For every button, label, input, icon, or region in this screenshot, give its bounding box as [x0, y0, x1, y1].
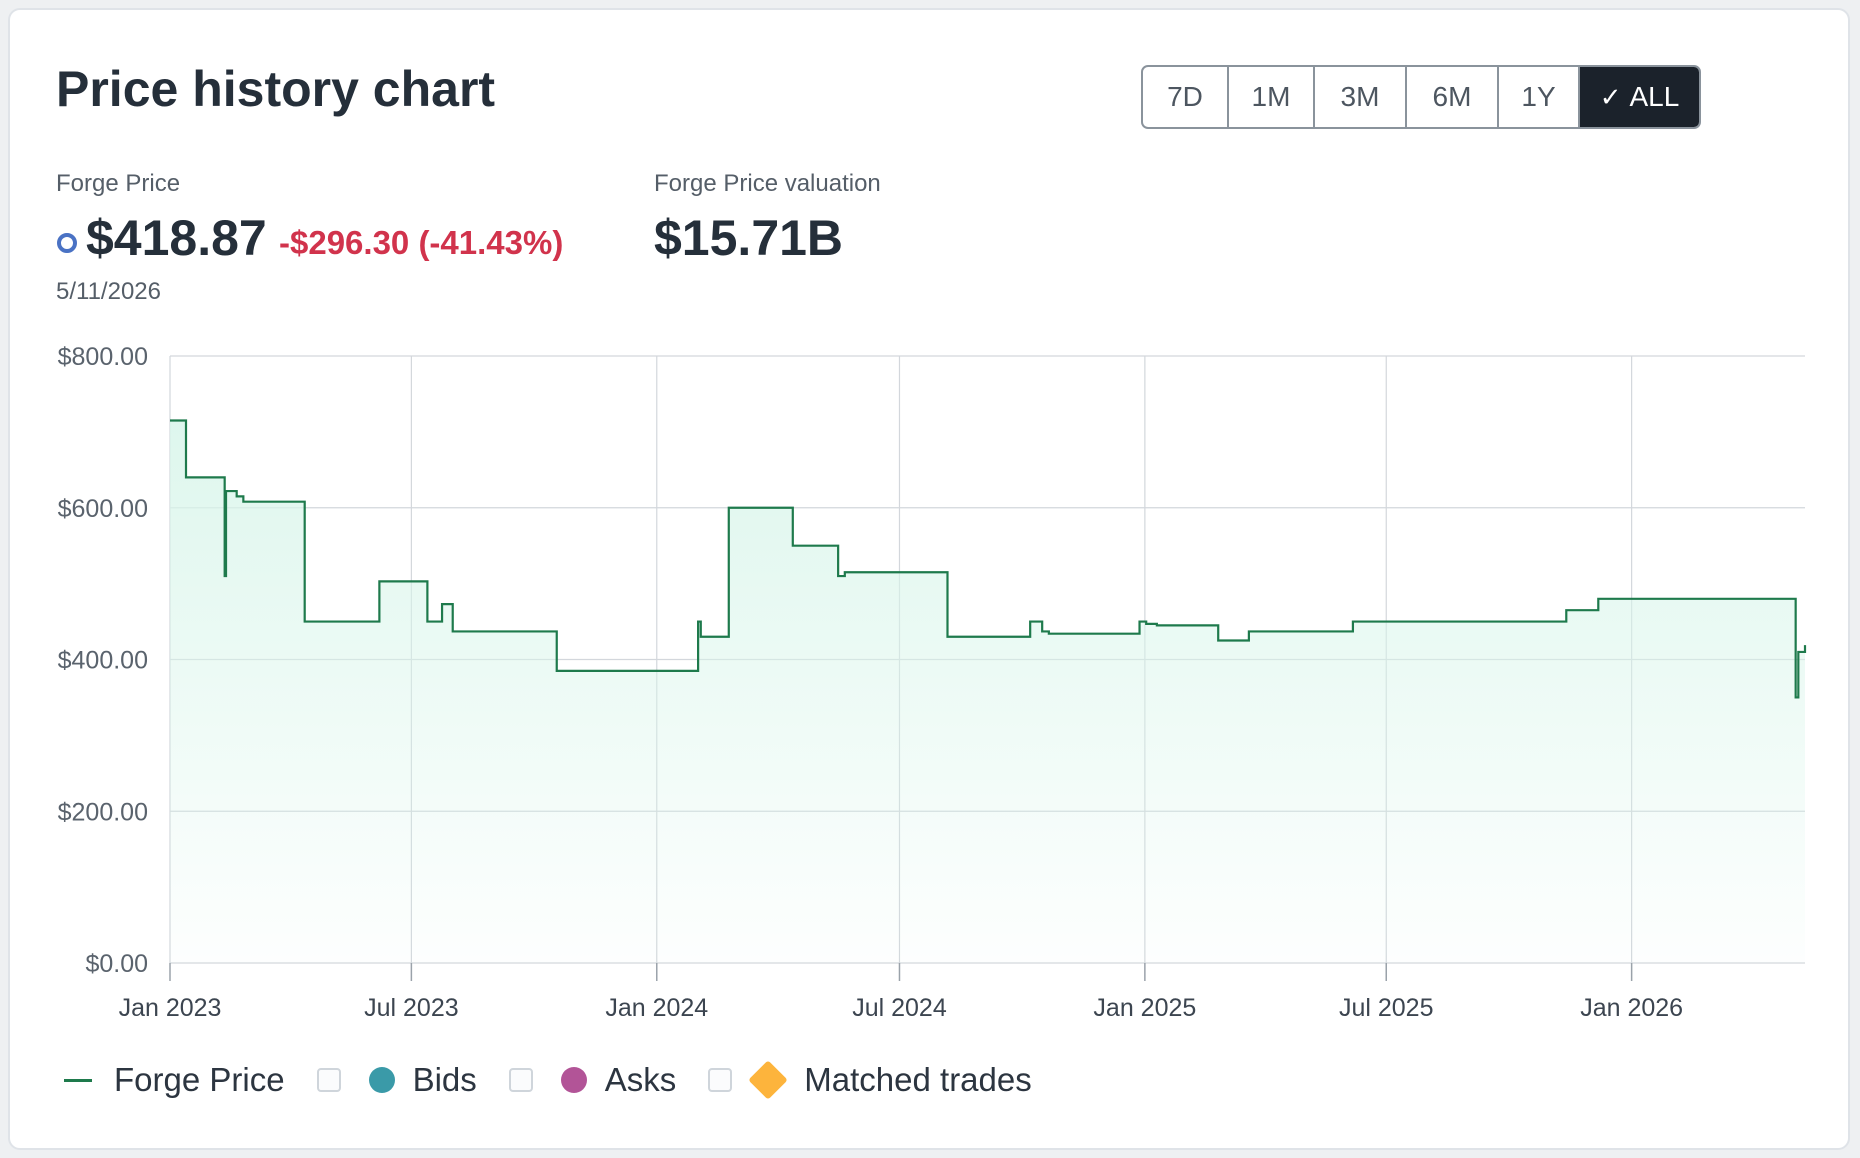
x-tick-label: Jan 2023 — [119, 994, 222, 1022]
legend-asks[interactable]: Asks — [508, 1061, 677, 1099]
x-tick-label: Jan 2025 — [1093, 994, 1196, 1022]
price-chart[interactable]: $0.00 $200.00 $400.00 $600.00 $800.00 Jan 202… — [0, 0, 1860, 1040]
y-tick-label: $800.00 — [58, 343, 148, 371]
y-tick-label: $600.00 — [58, 495, 148, 523]
x-tick-label: Jul 2025 — [1339, 994, 1434, 1022]
range-selector: 7D 1M 3M 6M 1Y ✓ ALL — [1141, 65, 1701, 129]
range-7d-button[interactable]: 7D — [1143, 67, 1229, 127]
x-tick-label: Jan 2024 — [605, 994, 708, 1022]
price-label: Forge Price — [56, 170, 181, 197]
y-tick-label: $0.00 — [85, 950, 148, 978]
range-1m-button[interactable]: 1M — [1229, 67, 1315, 127]
y-tick-label: $200.00 — [58, 798, 148, 826]
valuation-value: $15.71B — [654, 210, 844, 266]
bids-dot-icon — [368, 1067, 395, 1093]
legend-forge-price[interactable]: Forge Price — [64, 1061, 285, 1099]
valuation-label: Forge Price valuation — [654, 170, 881, 197]
price-date: 5/11/2026 — [56, 278, 161, 305]
x-tick-label: Jan 2026 — [1580, 994, 1683, 1022]
diamond-icon — [748, 1060, 789, 1100]
asks-checkbox[interactable] — [508, 1068, 533, 1092]
x-tick-label: Jul 2023 — [364, 994, 459, 1022]
range-all-label: ALL — [1629, 81, 1680, 112]
range-all-button[interactable]: ✓ ALL — [1580, 67, 1699, 127]
forge-price-line — [170, 419, 1807, 699]
range-1y-button[interactable]: 1Y — [1499, 67, 1580, 127]
legend-matched-trades[interactable]: Matched trades — [708, 1060, 1032, 1100]
checkmark-icon: ✓ — [1599, 81, 1622, 112]
page-title: Price history chart — [56, 61, 496, 117]
y-tick-label: $400.00 — [58, 647, 148, 675]
matched-trades-checkbox[interactable] — [708, 1068, 733, 1092]
bids-checkbox[interactable] — [316, 1068, 341, 1092]
legend-forge-price-label: Forge Price — [114, 1061, 285, 1098]
forge-price-line-icon — [64, 1078, 92, 1082]
range-3m-button[interactable]: 3M — [1315, 67, 1407, 127]
legend-asks-label: Asks — [604, 1061, 677, 1098]
asks-dot-icon — [560, 1067, 587, 1093]
legend-bids-label: Bids — [412, 1061, 477, 1098]
range-6m-button[interactable]: 6M — [1407, 67, 1499, 127]
forge-price-area — [170, 420, 1805, 963]
price-change: -$296.30 (-41.43%) — [279, 224, 564, 261]
price-marker-icon — [57, 233, 77, 253]
x-tick-label: Jul 2024 — [852, 994, 947, 1022]
legend-matched-trades-label: Matched trades — [804, 1061, 1032, 1098]
price-value: $418.87 — [86, 210, 267, 266]
chart-legend: Forge Price Bids Asks Matched trades — [64, 1055, 1064, 1105]
legend-bids[interactable]: Bids — [316, 1061, 477, 1099]
